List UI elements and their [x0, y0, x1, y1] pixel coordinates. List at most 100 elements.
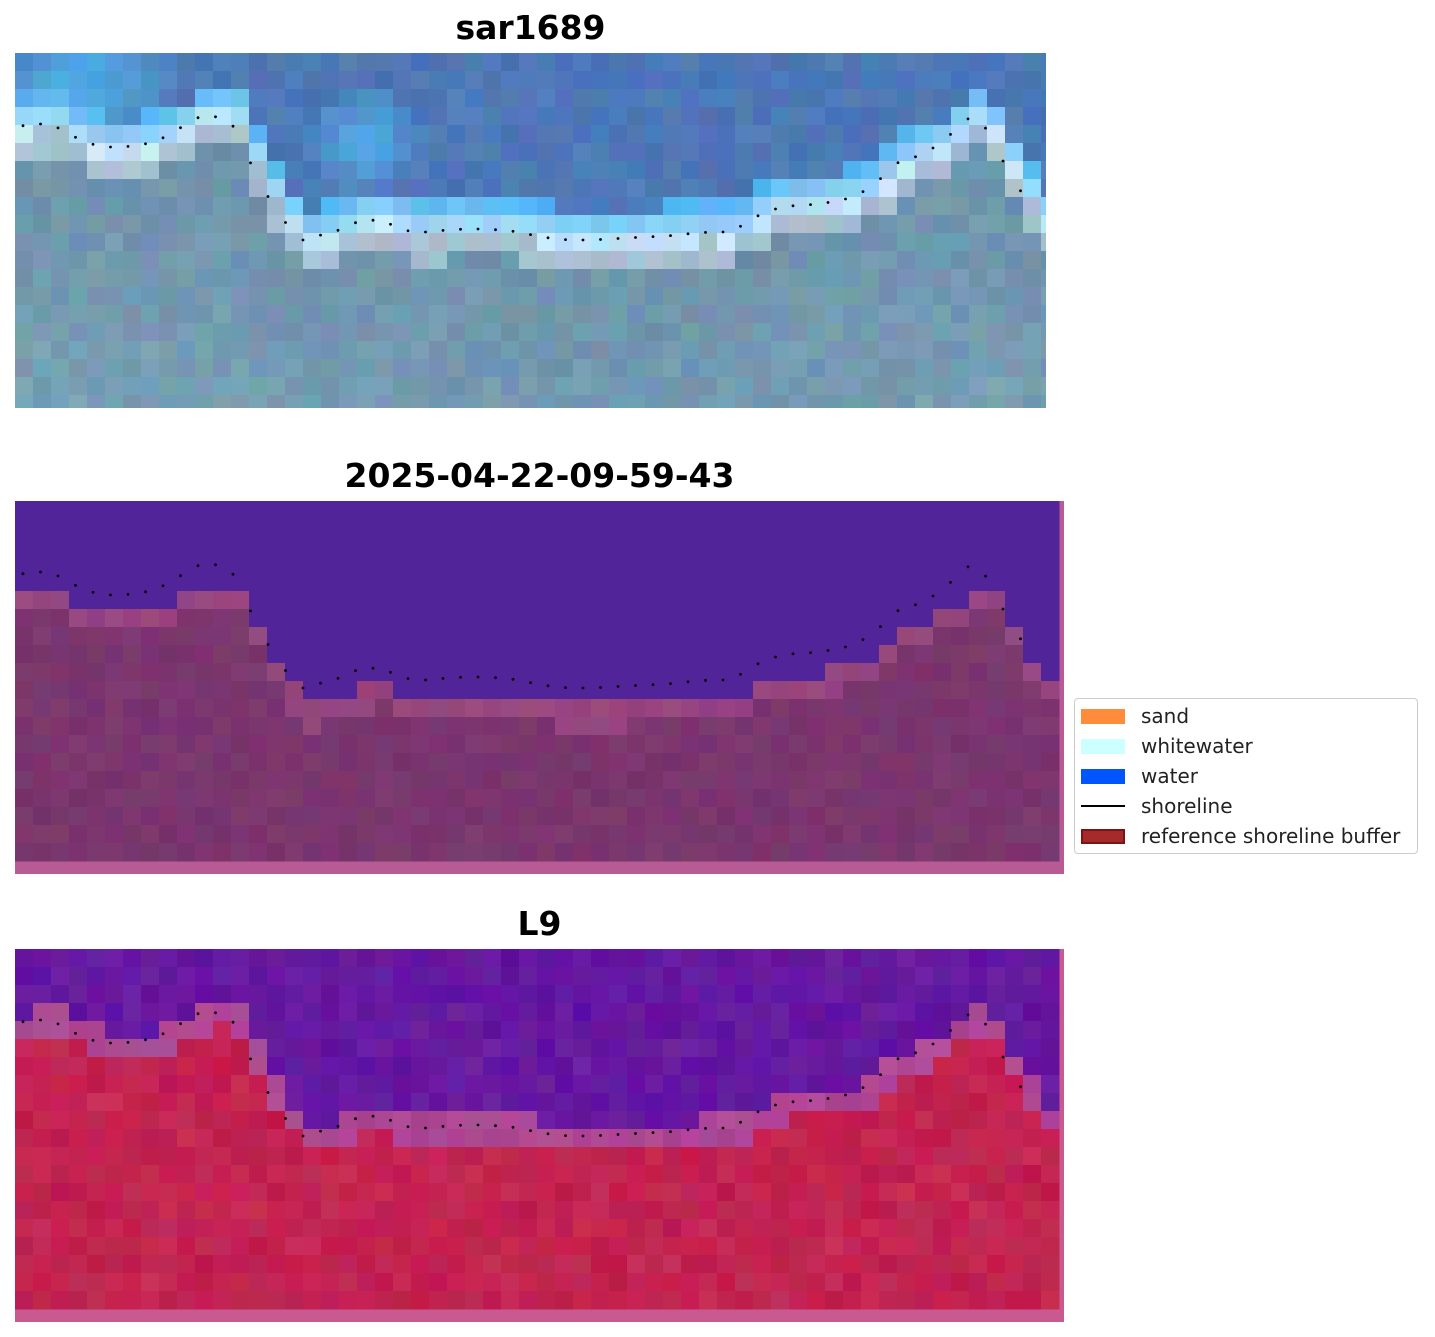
shoreline-dot	[441, 677, 445, 680]
shoreline-dot	[74, 135, 77, 139]
shoreline-dot	[774, 207, 777, 211]
shoreline-dot	[441, 1125, 445, 1128]
shoreline-dot	[704, 231, 707, 234]
shoreline-dot	[196, 116, 200, 120]
shoreline-dot	[1019, 637, 1022, 641]
shoreline-dot	[966, 117, 970, 121]
shoreline-dot	[984, 574, 987, 578]
shoreline-dot	[599, 686, 602, 689]
shoreline-dot	[126, 1041, 130, 1044]
shoreline-dot	[634, 1132, 637, 1135]
shoreline-dot	[879, 625, 882, 628]
shoreline-dot	[161, 1032, 165, 1036]
shoreline-dot	[56, 574, 60, 578]
shoreline-dot	[459, 1123, 462, 1127]
shoreline-dot	[126, 593, 130, 596]
shoreline-dot	[756, 662, 760, 666]
shoreline-dot	[249, 609, 252, 613]
shoreline-dot	[91, 590, 95, 594]
shoreline-dot	[179, 574, 182, 578]
shoreline-dot	[371, 218, 375, 222]
shoreline-dot	[476, 675, 480, 679]
shoreline-dot	[529, 233, 532, 237]
shoreline-dot	[389, 222, 392, 226]
shoreline-dot	[896, 1057, 900, 1061]
shoreline-dot	[371, 666, 375, 670]
shoreline-dot	[721, 678, 725, 682]
shoreline-dot	[319, 1129, 322, 1133]
shoreline-dot	[476, 227, 480, 231]
shoreline-dot	[301, 686, 305, 690]
shoreline-dot	[861, 1086, 865, 1089]
shoreline-dot	[581, 686, 585, 690]
shoreline-dot	[109, 593, 112, 597]
shoreline-dot	[564, 238, 567, 242]
rgb-image-pixels	[15, 53, 1046, 408]
shoreline-dot	[266, 195, 270, 198]
shoreline-dot	[704, 1127, 707, 1130]
shoreline-dot	[336, 1124, 340, 1128]
shoreline-dot	[826, 201, 830, 204]
shoreline-dot	[984, 126, 987, 130]
legend-label: whitewater	[1141, 734, 1253, 758]
sand-swatch	[1081, 708, 1125, 724]
panel-title-index: L9	[517, 904, 562, 943]
shoreline-dot	[809, 1099, 812, 1102]
shoreline-dot	[949, 133, 952, 136]
shoreline-dot	[74, 583, 77, 587]
shoreline-dot	[966, 1013, 970, 1017]
shoreline-dot	[441, 229, 445, 232]
shoreline-dot	[144, 1038, 147, 1042]
shoreline-dot	[336, 676, 340, 680]
shoreline-dot	[581, 238, 585, 242]
shoreline-dot	[931, 1042, 935, 1046]
shoreline-dot	[669, 234, 672, 238]
shoreline-dots	[21, 563, 1022, 690]
shoreline-dot	[844, 1093, 847, 1097]
shoreline-dot	[494, 228, 497, 232]
shoreline-dot	[126, 145, 130, 148]
shoreline-dot	[896, 609, 900, 613]
shoreline-dot	[249, 161, 252, 165]
shoreline-dot	[529, 681, 532, 684]
shoreline-dot	[231, 124, 235, 128]
shoreline-dot	[756, 214, 760, 218]
shoreline-dot	[861, 638, 865, 641]
shoreline-dot	[476, 1123, 480, 1127]
shoreline-dot	[196, 1012, 200, 1016]
shoreline-dot	[301, 1134, 305, 1138]
shoreline-dot	[721, 1126, 725, 1130]
shoreline-dot	[949, 1029, 952, 1032]
classification-panel	[15, 501, 1064, 874]
shoreline-dot	[616, 1133, 620, 1136]
shoreline-dot	[564, 1134, 567, 1137]
shoreline-dot	[91, 142, 95, 146]
shoreline-dot	[424, 230, 427, 234]
shoreline-dot	[424, 1126, 427, 1130]
shoreline-dot	[529, 1129, 532, 1132]
shoreline-dot	[284, 669, 287, 672]
shoreline-dot	[651, 235, 655, 239]
classification-pixels	[15, 501, 1064, 874]
shoreline-dot	[791, 204, 795, 208]
shoreline-dot	[144, 590, 147, 594]
shoreline-dot	[371, 1114, 375, 1118]
shoreline-dot	[809, 651, 812, 654]
shoreline-dot	[284, 221, 287, 224]
shoreline-dots	[21, 115, 1022, 242]
shoreline-dot	[861, 190, 865, 194]
shoreline-dot	[406, 677, 410, 681]
shoreline-dot	[564, 686, 567, 689]
shoreline-dot	[844, 197, 847, 201]
shoreline-dot	[354, 1117, 357, 1121]
shoreline-dot	[39, 122, 42, 126]
shoreline-dot	[459, 227, 462, 231]
shoreline-dot	[214, 563, 217, 567]
shoreline-dot	[739, 672, 742, 676]
shoreline-dot	[914, 155, 917, 159]
shoreline-dot	[686, 680, 690, 684]
legend-item-sand: sand	[1081, 703, 1189, 729]
shoreline-dot	[21, 124, 25, 128]
shoreline-dot	[581, 1134, 585, 1138]
index-pixels	[15, 949, 1064, 1322]
